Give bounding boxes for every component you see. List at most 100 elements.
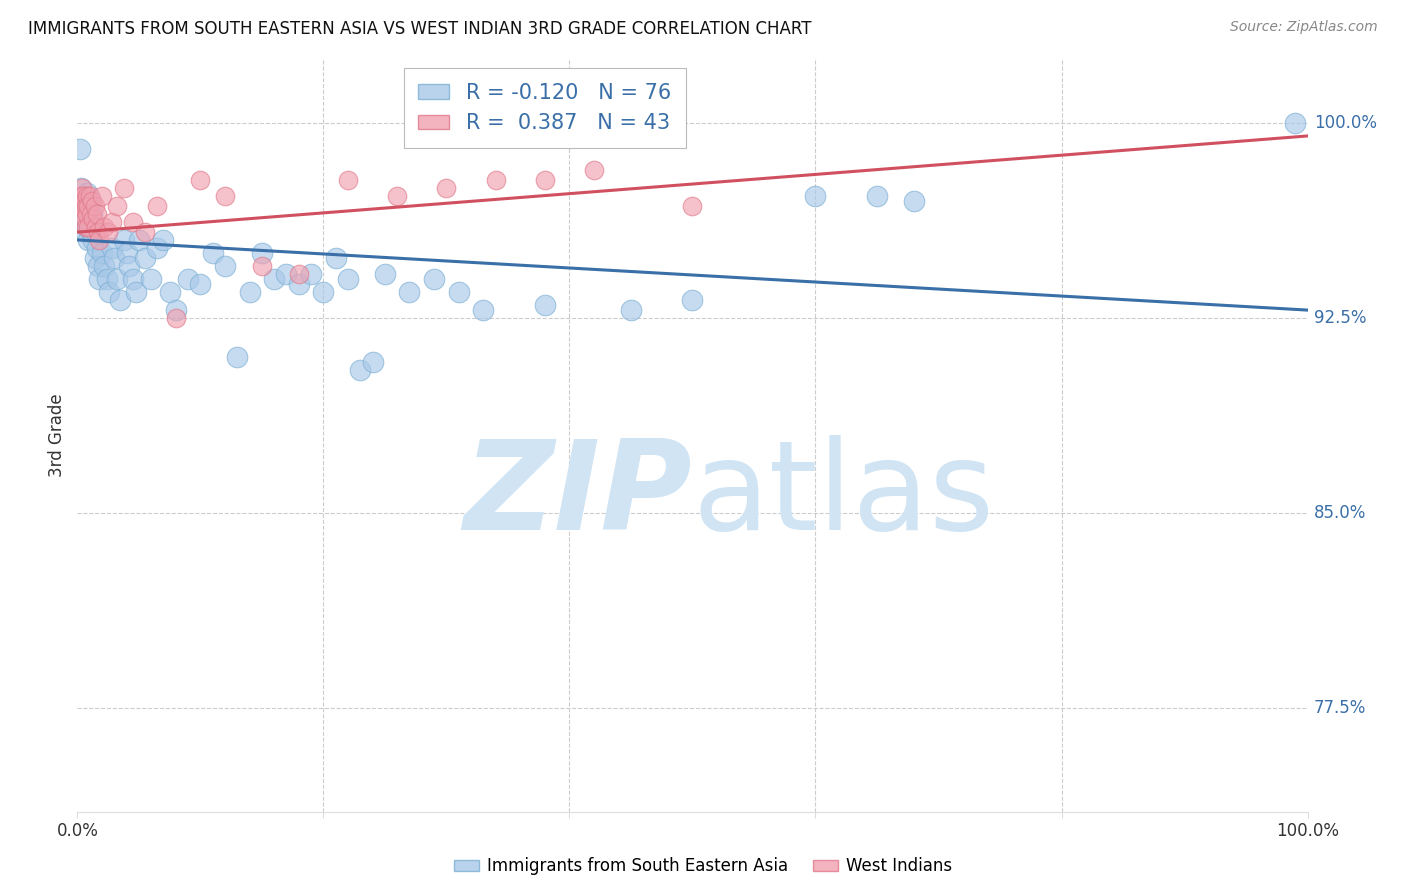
Text: 85.0%: 85.0%	[1313, 504, 1367, 522]
Point	[141, 272, 163, 286]
Point	[72, 207, 94, 221]
Point	[79, 194, 101, 208]
Point	[374, 267, 396, 281]
Point	[82, 194, 104, 208]
Point	[70, 181, 93, 195]
Point	[165, 303, 187, 318]
Point	[72, 188, 94, 202]
Point	[87, 225, 110, 239]
Point	[472, 303, 495, 318]
Point	[79, 188, 101, 202]
Point	[534, 173, 557, 187]
Point	[125, 285, 148, 299]
Point	[73, 212, 96, 227]
Point	[73, 207, 96, 221]
Point	[87, 259, 110, 273]
Point	[84, 225, 107, 239]
Point	[134, 225, 156, 239]
Point	[112, 233, 135, 247]
Point	[128, 233, 150, 247]
Point	[70, 199, 93, 213]
Point	[804, 188, 827, 202]
Text: 92.5%: 92.5%	[1313, 309, 1367, 326]
Point	[214, 259, 236, 273]
Point	[146, 241, 169, 255]
Point	[201, 246, 224, 260]
Point	[112, 181, 135, 195]
Point	[682, 199, 704, 213]
Point	[82, 212, 104, 227]
Point	[83, 199, 105, 213]
Point	[69, 142, 91, 156]
Point	[214, 188, 236, 202]
Point	[77, 219, 100, 234]
Point	[115, 246, 138, 260]
Point	[75, 212, 97, 227]
Legend: Immigrants from South Eastern Asia, West Indians: Immigrants from South Eastern Asia, West…	[447, 851, 959, 882]
Point	[76, 186, 98, 201]
Text: ZIP: ZIP	[464, 434, 693, 556]
Point	[361, 355, 384, 369]
Point	[82, 233, 104, 247]
Y-axis label: 3rd Grade: 3rd Grade	[48, 393, 66, 476]
Point	[447, 285, 470, 299]
Point	[263, 272, 285, 286]
Point	[89, 233, 111, 247]
Legend: R = -0.120   N = 76, R =  0.387   N = 43: R = -0.120 N = 76, R = 0.387 N = 43	[404, 69, 686, 148]
Point	[69, 188, 91, 202]
Point	[82, 207, 104, 221]
Point	[103, 251, 125, 265]
Point	[72, 188, 94, 202]
Point	[423, 272, 446, 286]
Point	[79, 207, 101, 221]
Point	[276, 267, 298, 281]
Point	[76, 207, 98, 221]
Point	[337, 272, 360, 286]
Point	[73, 194, 96, 208]
Point	[583, 162, 606, 177]
Point	[682, 293, 704, 307]
Point	[75, 225, 97, 239]
Point	[436, 181, 458, 195]
Point	[75, 199, 97, 213]
Point	[80, 207, 103, 221]
Point	[1284, 116, 1306, 130]
Point	[80, 225, 103, 239]
Point	[239, 285, 262, 299]
Point	[75, 219, 97, 234]
Point	[165, 310, 187, 325]
Point	[159, 285, 181, 299]
Point	[349, 363, 371, 377]
Point	[620, 303, 643, 318]
Point	[86, 207, 108, 221]
Point	[75, 199, 97, 213]
Point	[146, 199, 169, 213]
Point	[93, 259, 115, 273]
Point	[152, 233, 174, 247]
Text: IMMIGRANTS FROM SOUTH EASTERN ASIA VS WEST INDIAN 3RD GRADE CORRELATION CHART: IMMIGRANTS FROM SOUTH EASTERN ASIA VS WE…	[28, 20, 811, 37]
Point	[903, 194, 925, 208]
Point	[86, 241, 108, 255]
Text: 100.0%: 100.0%	[1313, 114, 1376, 132]
Point	[299, 267, 322, 281]
Text: Source: ZipAtlas.com: Source: ZipAtlas.com	[1230, 20, 1378, 34]
Point	[96, 272, 118, 286]
Point	[72, 202, 94, 216]
Point	[70, 199, 93, 213]
Point	[77, 233, 100, 247]
Point	[76, 219, 98, 234]
Point	[288, 277, 311, 291]
Point	[70, 207, 93, 221]
Point	[385, 188, 409, 202]
Text: 77.5%: 77.5%	[1313, 698, 1367, 717]
Point	[77, 199, 100, 213]
Point	[226, 350, 249, 364]
Point	[83, 251, 105, 265]
Point	[534, 298, 557, 312]
Point	[72, 215, 94, 229]
Point	[188, 277, 212, 291]
Point	[90, 246, 114, 260]
Point	[70, 181, 93, 195]
Point	[101, 215, 124, 229]
Point	[70, 194, 93, 208]
